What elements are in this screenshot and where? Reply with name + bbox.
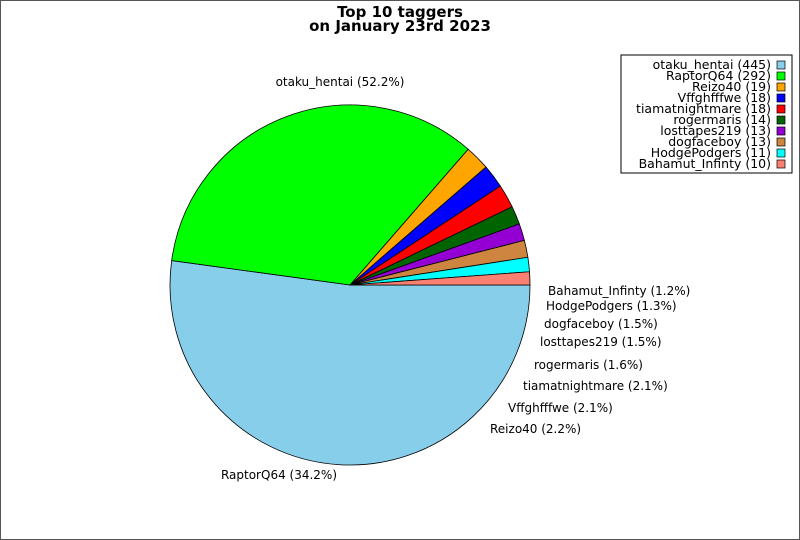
pie-slice-otaku_hentai (169, 260, 531, 466)
legend-label-rogermaris: rogermaris (14) (673, 112, 771, 127)
legend-label-Vffghfffwe: Vffghfffwe (18) (678, 90, 771, 105)
slice-labels: otaku_hentai (52.2%) RaptorQ64 (34.2%) Rei… (221, 75, 690, 482)
legend-swatch-HodgePodgers (776, 148, 786, 158)
legend-swatch-RaptorQ64 (776, 71, 786, 81)
slice-label-tiamatnightmare: tiamatnightmare (2.1%) (523, 379, 668, 393)
legend-label-dogfaceboy: dogfaceboy (13) (668, 134, 771, 149)
slice-label-otaku_hentai: otaku_hentai (52.2%) (276, 75, 405, 89)
chart-subtitle: on January 23rd 2023 (309, 17, 491, 35)
slice-label-RaptorQ64: RaptorQ64 (34.2%) (221, 468, 337, 482)
legend-label-losttapes219: losttapes219 (13) (660, 123, 771, 138)
legend-label-Reizo40: Reizo40 (19) (692, 79, 771, 94)
legend-box (620, 54, 793, 174)
pie-slice-RaptorQ64 (171, 104, 469, 286)
pie-slices (169, 104, 531, 466)
legend-swatch-otaku_hentai (776, 60, 786, 70)
legend-label-otaku_hentai: otaku_hentai (445) (653, 57, 771, 72)
legend-label-tiamatnightmare: tiamatnightmare (18) (636, 101, 771, 116)
legend-swatch-losttapes219 (776, 126, 786, 136)
slice-label-Vffghfffwe: Vffghfffwe (2.1%) (508, 401, 613, 415)
slice-label-Reizo40: Reizo40 (2.2%) (490, 422, 581, 436)
legend-label-Bahamut_Infinty: Bahamut_Infinty (10) (639, 156, 771, 171)
legend-label-HodgePodgers: HodgePodgers (11) (651, 145, 771, 160)
legend-swatch-tiamatnightmare (776, 104, 786, 114)
slice-label-rogermaris: rogermaris (1.6%) (534, 358, 643, 372)
legend-label-RaptorQ64: RaptorQ64 (292) (666, 68, 771, 83)
legend-swatch-rogermaris (776, 115, 786, 125)
chart-title: Top 10 taggers (337, 3, 463, 21)
legend-swatch-Reizo40 (776, 82, 786, 92)
slice-label-losttapes219: losttapes219 (1.5%) (540, 335, 662, 349)
legend: otaku_hentai (445)RaptorQ64 (292)Reizo40… (620, 54, 793, 174)
legend-items: otaku_hentai (445)RaptorQ64 (292)Reizo40… (636, 57, 786, 171)
slice-label-Bahamut_Infinty: Bahamut_Infinty (1.2%) (548, 284, 690, 298)
pie-slice-Bahamut_Infinty (349, 271, 531, 286)
legend-swatch-Bahamut_Infinty (776, 159, 786, 169)
legend-swatch-Vffghfffwe (776, 93, 786, 103)
legend-swatch-dogfaceboy (776, 137, 786, 147)
slice-label-dogfaceboy: dogfaceboy (1.5%) (544, 317, 658, 331)
slice-label-HodgePodgers: HodgePodgers (1.3%) (546, 299, 677, 313)
